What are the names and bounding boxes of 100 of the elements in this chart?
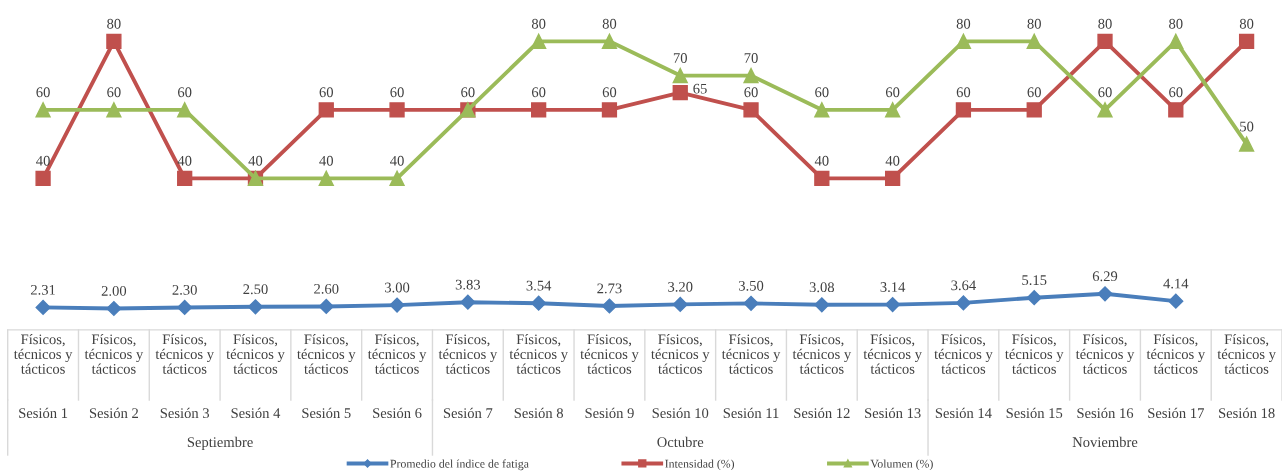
data-label: 60 (1027, 87, 1041, 98)
category-label: Físicos, técnicos y tácticos Sesión 17 (1146, 333, 1206, 419)
point (743, 67, 759, 84)
data-label: 6.29 (1092, 271, 1118, 282)
text: Octubre (657, 436, 704, 448)
point (743, 102, 759, 118)
point (672, 85, 688, 101)
point (884, 170, 901, 186)
category-label: Físicos, técnicos y tácticos Sesión 6 (367, 333, 427, 419)
data-label: 3.83 (455, 279, 481, 290)
data-label: 3.64 (951, 280, 976, 291)
point (884, 102, 901, 118)
text: Noviembre (1072, 436, 1138, 448)
data-label: 60 (1098, 87, 1112, 98)
point (1097, 102, 1113, 118)
data-label: 50 (1240, 121, 1254, 132)
data-label: 80 (1169, 18, 1183, 29)
point (35, 102, 51, 118)
data-label: 40 (248, 155, 263, 166)
point (601, 102, 618, 118)
point (177, 102, 193, 118)
point (955, 295, 971, 311)
point (1026, 102, 1042, 118)
data-label: 3.08 (809, 282, 835, 293)
data-label: 2.50 (243, 284, 268, 295)
data-label: 4.14 (1163, 278, 1189, 289)
point (1238, 136, 1255, 152)
point (1026, 33, 1042, 50)
category-label: Físicos, técnicos y tácticos Sesión 18 (1217, 333, 1276, 419)
point (672, 67, 688, 84)
point (1026, 290, 1042, 306)
point (814, 102, 830, 118)
point (247, 299, 264, 315)
point (460, 294, 476, 310)
data-label: 80 (956, 18, 971, 29)
data-label: 3.50 (738, 280, 764, 291)
point (601, 33, 618, 50)
category-label: Físicos, técnicos y tácticos Sesión 1 (13, 333, 73, 419)
data-label: 80 (1027, 18, 1041, 29)
data-label: 70 (673, 53, 687, 63)
legend-label: Intensidad (%) (665, 459, 735, 471)
data-label: 60 (602, 87, 617, 98)
category-label: Físicos, técnicos y tácticos Sesión 15 (1005, 333, 1064, 419)
point (743, 295, 759, 311)
data-label: 2.30 (172, 284, 197, 295)
category-label: Físicos, técnicos y tácticos Sesión 13 (863, 333, 922, 419)
category-label: Físicos, técnicos y tácticos Sesión 8 (509, 333, 568, 419)
point (318, 170, 334, 186)
point (1097, 286, 1113, 302)
data-label: 60 (319, 87, 333, 98)
point (1168, 293, 1184, 309)
point (177, 299, 193, 316)
data-label: 2.31 (30, 284, 55, 295)
category-label: Físicos, técnicos y tácticos Sesión 2 (84, 333, 144, 419)
data-label: 60 (744, 87, 758, 98)
point (106, 33, 122, 50)
point (814, 297, 830, 313)
point (1238, 33, 1255, 50)
data-label: 60 (885, 87, 900, 98)
category-label: Físicos, técnicos y tácticos Sesión 7 (438, 333, 498, 419)
data-label: 3.00 (385, 282, 410, 293)
point (814, 170, 830, 186)
point (106, 102, 122, 118)
point (318, 102, 334, 118)
data-label: 2.60 (314, 283, 339, 294)
point (531, 295, 547, 311)
data-label: 3.20 (668, 281, 693, 292)
data-label: 60 (461, 87, 475, 98)
data-label: 3.14 (880, 282, 906, 292)
data-label: 5.15 (1022, 275, 1047, 286)
data-label: 80 (531, 18, 546, 29)
category-label: Físicos, técnicos y tácticos Sesión 12 (792, 333, 852, 419)
data-label: 80 (1098, 18, 1112, 29)
point (531, 102, 547, 118)
point (531, 33, 547, 50)
point (318, 298, 334, 315)
point (955, 33, 972, 50)
point (1168, 102, 1184, 118)
data-label: 80 (1239, 18, 1254, 29)
data-label: 2.00 (101, 285, 127, 296)
category-label: Físicos, técnicos y tácticos Sesión 4 (226, 333, 285, 419)
category-label: Físicos, técnicos y tácticos Sesión 5 (297, 333, 356, 419)
point (1097, 33, 1113, 50)
data-label: 60 (815, 87, 829, 98)
data-label: 60 (390, 87, 404, 98)
data-label: 40 (885, 155, 900, 166)
data-label: 40 (177, 155, 192, 166)
data-label: 80 (602, 18, 617, 29)
category-label: Físicos, técnicos y tácticos Sesión 10 (651, 333, 710, 419)
legend-label: Volumen (%) (870, 459, 933, 471)
point (35, 170, 51, 186)
data-label: 2.73 (597, 283, 622, 294)
point (885, 297, 901, 313)
data-label: 40 (390, 155, 404, 166)
data-label: 40 (319, 155, 333, 166)
data-label: 70 (744, 53, 758, 63)
data-label: 60 (531, 87, 546, 98)
data-label: 65 (693, 83, 707, 94)
point (601, 298, 618, 314)
data-label: 40 (36, 155, 50, 166)
